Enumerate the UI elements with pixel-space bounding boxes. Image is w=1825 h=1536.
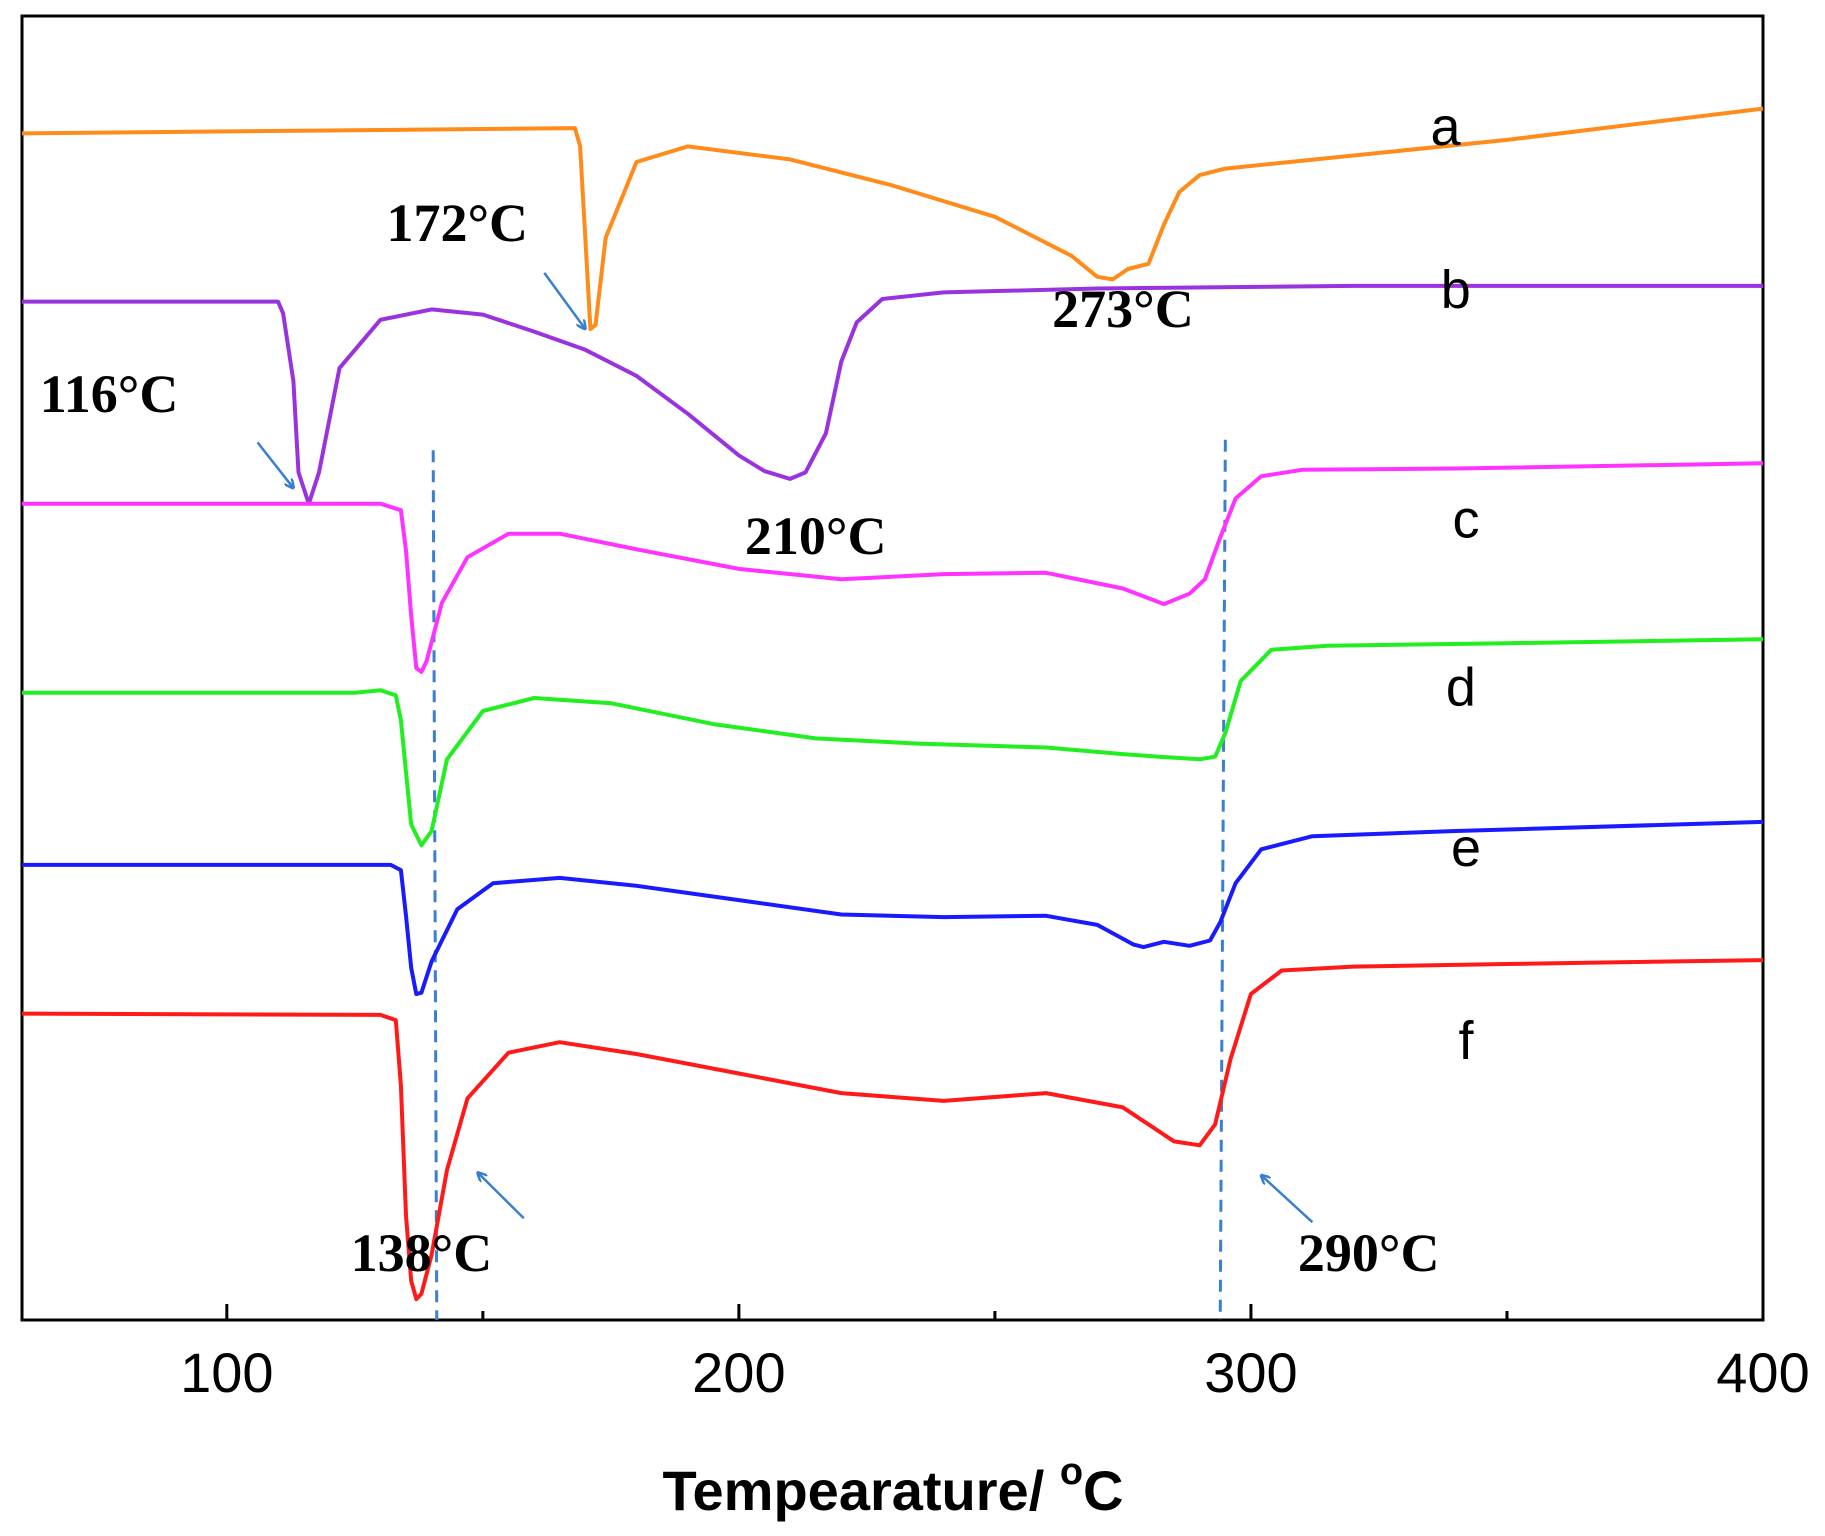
series-letters: a b c d e f	[1431, 97, 1482, 1071]
series-letter-a: a	[1431, 97, 1462, 157]
series-letter-f: f	[1458, 1011, 1474, 1071]
x-tick-label-300: 300	[1204, 1341, 1297, 1404]
guide-line-2	[1218, 439, 1227, 1321]
x-tick-label-200: 200	[692, 1341, 785, 1404]
x-tick-label-400: 400	[1716, 1341, 1809, 1404]
x-axis-title: Tempearature/ oC	[662, 1451, 1123, 1522]
peak-label-172C: 172°C	[386, 193, 528, 253]
series-line-e	[22, 819, 1764, 996]
guide-lines	[431, 439, 1227, 1321]
series-line-f	[21, 958, 1764, 1302]
plot-frame	[20, 14, 1765, 1322]
arrow-116C	[256, 441, 294, 488]
series-letter-e: e	[1451, 818, 1481, 878]
x-axis-title-unit: C	[1083, 1459, 1123, 1522]
series-lines	[21, 106, 1764, 1302]
arrow-290C	[1261, 1175, 1314, 1224]
series-line-a	[21, 106, 1764, 331]
series-line-c	[22, 461, 1764, 674]
series-letter-d: d	[1446, 658, 1476, 718]
x-axis-title-degree: o	[1060, 1451, 1083, 1493]
peak-label-273C: 273°C	[1052, 279, 1194, 339]
x-tick-label-100: 100	[180, 1341, 273, 1404]
peak-annotations: 172°C 116°C 273°C 210°C 138°C 290°C	[40, 193, 1440, 1283]
arrow-172C	[543, 272, 585, 329]
peak-label-290C: 290°C	[1298, 1223, 1440, 1283]
guide-line-1	[431, 450, 439, 1321]
x-axis-ticks: 100 200 300 400	[180, 1304, 1810, 1404]
peak-label-116C: 116°C	[40, 364, 179, 424]
series-line-d	[22, 637, 1764, 848]
peak-label-138C: 138°C	[351, 1223, 493, 1283]
x-axis-title-main: Tempearature/	[662, 1459, 1059, 1522]
series-letter-c: c	[1453, 490, 1480, 550]
peak-label-210C: 210°C	[745, 506, 887, 566]
series-line-b	[22, 283, 1763, 506]
series-letter-b: b	[1441, 260, 1471, 320]
arrow-138C	[478, 1173, 525, 1220]
